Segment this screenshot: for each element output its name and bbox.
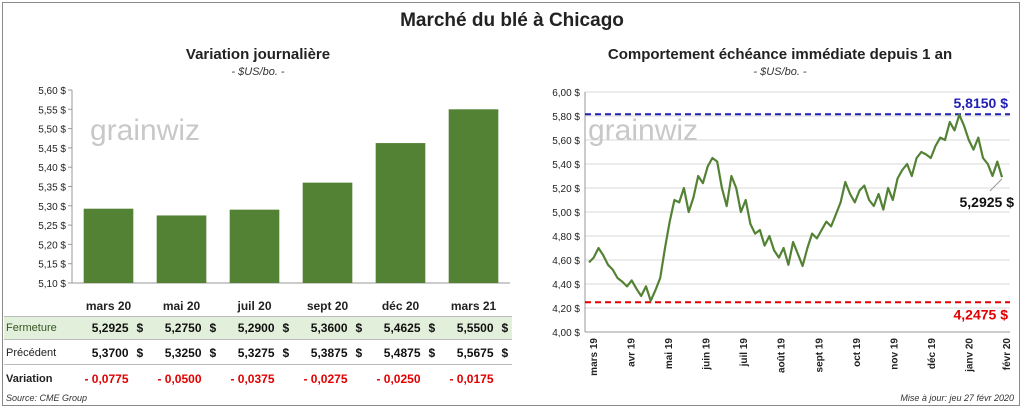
bar (156, 215, 207, 283)
bar-y-tick-label: 5,35 $ (38, 183, 66, 194)
table-cell-currency: $ (355, 346, 363, 360)
bar-category-label: juil 20 (236, 299, 271, 313)
bar-y-tick-label: 5,20 $ (38, 240, 66, 251)
main-title: Marché du blé à Chicago (400, 10, 624, 31)
table-cell-value: 5,3600 (310, 321, 348, 335)
bar (448, 109, 499, 283)
table-cell-currency: $ (501, 346, 509, 360)
table-cell-currency: $ (136, 346, 144, 360)
table-cell-value: - 0,0250 (376, 372, 421, 386)
low-value-label: 4,2475 $ (954, 306, 1009, 322)
bar-y-tick-label: 5,40 $ (38, 163, 66, 174)
price-line (588, 113, 1004, 302)
table-cell-value: 5,4875 (383, 346, 421, 360)
table-cell-value: 5,3875 (310, 346, 348, 360)
bar-y-tick-label: 5,55 $ (38, 105, 66, 116)
line-y-tick-label: 5,60 $ (552, 136, 580, 147)
table-cell-value: - 0,0775 (84, 372, 129, 386)
table-cell-value: 5,3275 (237, 346, 275, 360)
bar (375, 143, 426, 283)
table-row-label: Précédent (6, 347, 57, 359)
bar (83, 208, 134, 283)
line-x-tick-label: juin 19 (702, 338, 713, 371)
bar-y-tick-label: 5,15 $ (38, 260, 66, 271)
bar-category-label: mars 21 (451, 299, 497, 313)
line-chart-title: Comportement échéance immédiate depuis 1… (607, 46, 953, 63)
table-row-label: Variation (6, 373, 53, 385)
bar-y-tick-label: 5,45 $ (38, 144, 66, 155)
bar-chart-title: Variation journalière (185, 46, 331, 63)
line-x-tick-label: mai 19 (664, 338, 675, 370)
table-cell-value: 5,5500 (456, 321, 494, 335)
line-x-tick-label: janv 20 (964, 338, 975, 373)
bar-chart-unit: - $US/bo. - (231, 66, 285, 78)
table-cell-currency: $ (282, 346, 290, 360)
table-cell-value: 5,4625 (383, 321, 421, 335)
line-x-tick-label: août 19 (777, 338, 788, 373)
line-x-tick-label: févr 20 (1002, 338, 1013, 371)
line-y-tick-label: 4,60 $ (552, 256, 580, 267)
bar-category-label: sept 20 (307, 299, 349, 313)
table-cell-value: 5,2750 (164, 321, 202, 335)
bar (302, 182, 353, 283)
bar-category-label: mars 20 (86, 299, 132, 313)
table-cell-currency: $ (282, 321, 290, 335)
bar-y-tick-label: 5,60 $ (38, 86, 66, 97)
line-y-tick-label: 4,40 $ (552, 280, 580, 291)
line-chart-unit: - $US/bo. - (753, 66, 807, 78)
table-cell-currency: $ (428, 346, 436, 360)
last-value-label: 5,2925 $ (960, 194, 1015, 210)
bar-y-tick-label: 5,30 $ (38, 202, 66, 213)
line-y-tick-label: 5,20 $ (552, 184, 580, 195)
table-row: Précédent 5,3700 $5,3250 $5,3275 $5,3875 $5,4… (4, 342, 512, 365)
table-cell-value: 5,5675 (456, 346, 494, 360)
line-x-tick-label: juil 19 (739, 338, 750, 368)
line-x-tick-label: avr 19 (627, 338, 638, 367)
table-cell-value: 5,2925 (91, 321, 129, 335)
line-x-tick-label: mars 19 (589, 338, 600, 376)
table-cell-currency: $ (428, 321, 436, 335)
table-row: Fermeture 5,2925 $5,2750 $5,2900 $5,3600 $5,4… (4, 316, 512, 340)
table-cell-value: - 0,0375 (230, 372, 275, 386)
table-cell-value: - 0,0175 (449, 372, 494, 386)
line-x-tick-label: oct 19 (852, 338, 863, 367)
table-row: Variation - 0,0775 - 0,0500 - 0,0375 - 0,027… (4, 368, 512, 390)
line-x-tick-label: nov 19 (889, 338, 900, 370)
watermark-logo: grainwiz (90, 114, 200, 147)
table-cell-value: 5,3700 (91, 346, 129, 360)
table-cell-currency: $ (209, 321, 217, 335)
table-cell-currency: $ (136, 321, 144, 335)
line-y-tick-label: 6,00 $ (552, 88, 580, 99)
chart-frame (2, 2, 1020, 406)
line-y-tick-label: 5,00 $ (552, 208, 580, 219)
line-y-tick-label: 5,80 $ (552, 112, 580, 123)
line-y-tick-label: 4,00 $ (552, 328, 580, 339)
watermark-logo: grainwiz (588, 114, 698, 147)
high-value-label: 5,8150 $ (954, 95, 1009, 111)
bar-category-label: déc 20 (382, 299, 420, 313)
line-x-tick-label: sept 19 (814, 338, 825, 373)
table-cell-currency: $ (209, 346, 217, 360)
table-cell-value: 5,2900 (237, 321, 275, 335)
bar-y-tick-label: 5,50 $ (38, 125, 66, 136)
source-note: Source: CME Group (6, 393, 88, 403)
table-cell-value: 5,3250 (164, 346, 202, 360)
line-y-tick-label: 4,80 $ (552, 232, 580, 243)
bar-y-tick-label: 5,25 $ (38, 221, 66, 232)
line-y-tick-label: 4,20 $ (552, 304, 580, 315)
table-cell-currency: $ (355, 321, 363, 335)
last-value-leader (989, 178, 1003, 192)
table-cell-currency: $ (501, 321, 509, 335)
table-cell-value: - 0,0275 (303, 372, 348, 386)
update-note: Mise à jour: jeu 27 févr 2020 (900, 393, 1014, 403)
line-y-tick-label: 5,40 $ (552, 160, 580, 171)
bar (229, 209, 280, 283)
bar-category-label: mai 20 (163, 299, 201, 313)
line-x-tick-label: déc 19 (927, 338, 938, 370)
table-row-label: Fermeture (6, 322, 57, 334)
table-cell-value: - 0,0500 (157, 372, 202, 386)
bar-y-tick-label: 5,10 $ (38, 279, 66, 290)
